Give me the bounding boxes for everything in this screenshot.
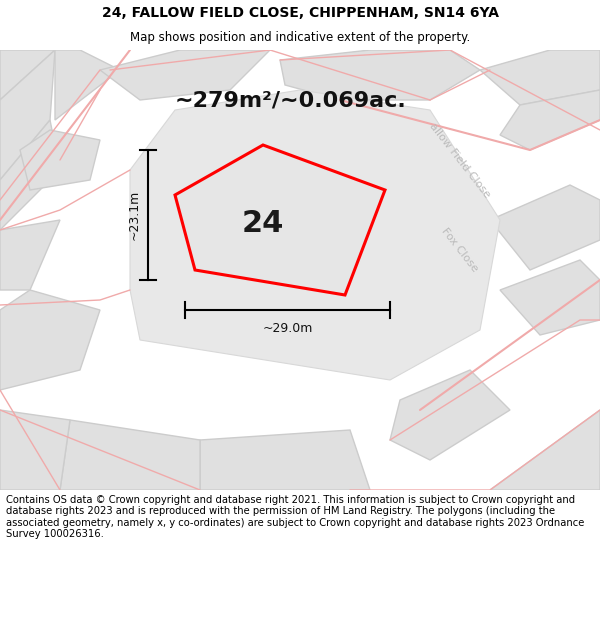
Polygon shape bbox=[0, 120, 60, 230]
Text: Contains OS data © Crown copyright and database right 2021. This information is : Contains OS data © Crown copyright and d… bbox=[6, 494, 584, 539]
Text: allow Field Close: allow Field Close bbox=[428, 121, 492, 199]
Text: 24: 24 bbox=[241, 209, 284, 239]
Polygon shape bbox=[500, 90, 600, 150]
Text: Fox Close: Fox Close bbox=[440, 226, 480, 274]
Polygon shape bbox=[0, 410, 70, 490]
Polygon shape bbox=[60, 420, 200, 490]
Polygon shape bbox=[55, 50, 120, 120]
Polygon shape bbox=[490, 185, 600, 270]
Polygon shape bbox=[0, 50, 55, 100]
Polygon shape bbox=[480, 50, 600, 105]
Polygon shape bbox=[0, 50, 55, 180]
Text: ~23.1m: ~23.1m bbox=[128, 190, 140, 240]
Polygon shape bbox=[490, 410, 600, 490]
Polygon shape bbox=[100, 50, 270, 100]
Polygon shape bbox=[280, 50, 480, 100]
Polygon shape bbox=[390, 370, 510, 460]
Text: 24, FALLOW FIELD CLOSE, CHIPPENHAM, SN14 6YA: 24, FALLOW FIELD CLOSE, CHIPPENHAM, SN14… bbox=[101, 6, 499, 21]
Text: ~279m²/~0.069ac.: ~279m²/~0.069ac. bbox=[175, 90, 407, 110]
Polygon shape bbox=[200, 430, 370, 490]
Polygon shape bbox=[20, 130, 100, 190]
Polygon shape bbox=[0, 290, 100, 390]
Polygon shape bbox=[130, 90, 500, 380]
Text: Map shows position and indicative extent of the property.: Map shows position and indicative extent… bbox=[130, 31, 470, 44]
Text: ~29.0m: ~29.0m bbox=[262, 321, 313, 334]
Polygon shape bbox=[0, 220, 60, 290]
Polygon shape bbox=[175, 145, 385, 295]
Polygon shape bbox=[500, 260, 600, 335]
